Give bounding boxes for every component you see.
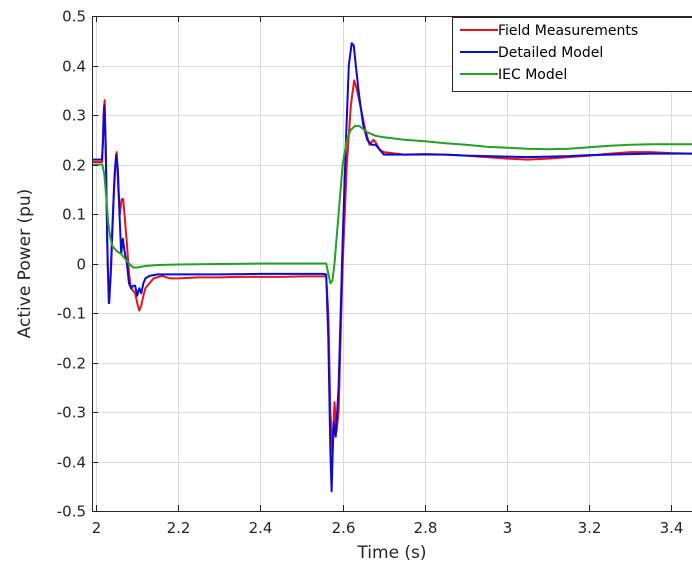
- y-axis-label: Active Power (pu): [15, 189, 35, 339]
- y-tick-label: 0: [76, 256, 86, 274]
- x-tick-label: 2.6: [332, 519, 356, 537]
- series-layer: [92, 42, 692, 493]
- y-tick-label: 0.3: [62, 107, 86, 125]
- x-tick-label: 3.2: [578, 519, 602, 537]
- y-tick-label: -0.1: [57, 305, 86, 323]
- y-tick-label: -0.4: [57, 454, 86, 472]
- y-tick-label: -0.2: [57, 355, 86, 373]
- y-tick-label: 0.4: [62, 58, 86, 76]
- x-tick-label: 2.8: [414, 519, 438, 537]
- legend: Field Measurements Detailed Model IEC Mode…: [452, 17, 692, 92]
- y-tick-label: 0.2: [62, 157, 86, 175]
- x-tick-label: 2.4: [249, 519, 273, 537]
- series-line-1: [92, 42, 692, 493]
- y-tick-label: 0.5: [62, 8, 86, 26]
- legend-label-2: IEC Model: [498, 67, 567, 83]
- axis-ticks: 2 2.2 2.4 2.6 2.8 3 3.2 3.4 0.5 0.4 0.3 0.2 0.1 0 -0.1…: [57, 8, 684, 538]
- y-tick-label: 0.1: [62, 206, 86, 224]
- x-tick-label: 2: [92, 519, 102, 537]
- legend-label-1: Detailed Model: [498, 45, 603, 61]
- y-tick-label: -0.3: [57, 404, 86, 422]
- x-axis-label: Time (s): [356, 543, 426, 563]
- x-tick-label: 2.2: [167, 519, 191, 537]
- x-tick-label: 3: [503, 519, 513, 537]
- y-tick-label: -0.5: [57, 503, 86, 521]
- series-line-2: [92, 124, 692, 285]
- legend-label-0: Field Measurements: [498, 23, 638, 39]
- x-tick-label: 3.4: [660, 519, 684, 537]
